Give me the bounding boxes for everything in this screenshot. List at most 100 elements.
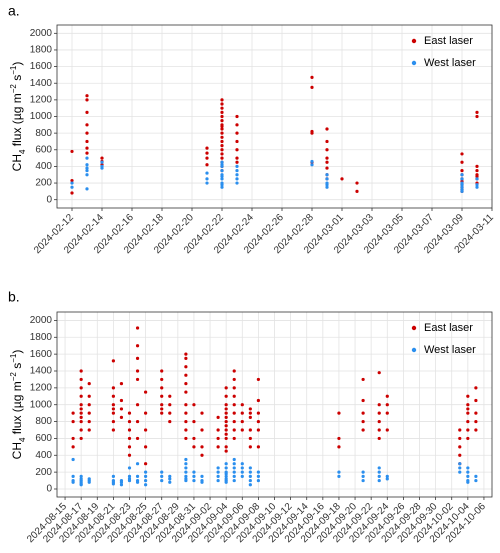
data-point bbox=[474, 411, 478, 415]
y-tick-label: 800 bbox=[35, 416, 52, 427]
y-tick-label: 200 bbox=[35, 467, 52, 478]
data-point bbox=[184, 474, 188, 478]
data-point bbox=[111, 411, 115, 415]
data-point bbox=[144, 483, 148, 487]
data-point bbox=[377, 419, 381, 424]
data-point bbox=[85, 98, 89, 102]
data-point bbox=[168, 394, 172, 398]
data-point bbox=[256, 377, 260, 382]
data-point bbox=[248, 415, 252, 419]
data-point bbox=[71, 457, 75, 462]
data-point bbox=[232, 369, 236, 373]
data-point bbox=[361, 474, 365, 478]
data-point bbox=[192, 403, 196, 407]
data-point bbox=[184, 403, 188, 407]
data-point bbox=[168, 411, 172, 415]
legend-label: West laser bbox=[424, 344, 476, 356]
data-point bbox=[216, 415, 220, 419]
data-point bbox=[385, 428, 389, 432]
data-point bbox=[224, 415, 228, 419]
data-point bbox=[325, 139, 329, 144]
plot-border bbox=[56, 311, 493, 498]
data-point bbox=[79, 386, 83, 390]
data-point bbox=[224, 386, 228, 390]
data-point bbox=[85, 146, 89, 150]
data-point bbox=[325, 185, 329, 189]
data-point bbox=[460, 160, 464, 164]
data-point bbox=[224, 449, 228, 453]
data-point bbox=[466, 419, 470, 424]
data-point bbox=[70, 178, 74, 183]
data-point bbox=[248, 436, 252, 441]
data-point bbox=[184, 352, 188, 356]
data-point bbox=[235, 114, 239, 119]
y-tick-label: 1400 bbox=[30, 78, 53, 89]
data-point bbox=[79, 377, 83, 382]
data-point bbox=[224, 445, 228, 449]
data-point bbox=[458, 466, 462, 470]
data-point bbox=[79, 411, 83, 415]
data-point bbox=[232, 394, 236, 398]
data-point bbox=[325, 127, 329, 131]
y-axis-label-part: −2 bbox=[9, 372, 18, 382]
data-point bbox=[377, 403, 381, 407]
data-point bbox=[220, 110, 224, 114]
data-point bbox=[458, 436, 462, 441]
data-point bbox=[144, 462, 148, 466]
data-point bbox=[79, 407, 83, 411]
data-point bbox=[184, 428, 188, 432]
data-point bbox=[216, 436, 220, 441]
data-point bbox=[475, 183, 479, 187]
data-point bbox=[160, 377, 164, 382]
data-point bbox=[184, 470, 188, 474]
data-point bbox=[385, 403, 389, 407]
data-point bbox=[458, 453, 462, 457]
data-point bbox=[79, 436, 83, 441]
data-point bbox=[232, 377, 236, 382]
data-point bbox=[135, 403, 140, 407]
data-point bbox=[216, 474, 220, 478]
data-point bbox=[466, 428, 470, 432]
data-point bbox=[361, 377, 365, 382]
data-point bbox=[377, 428, 381, 432]
data-point bbox=[85, 151, 89, 155]
data-point bbox=[361, 470, 365, 474]
data-point bbox=[235, 148, 239, 152]
data-point bbox=[220, 144, 224, 148]
data-point bbox=[361, 419, 365, 424]
data-point bbox=[232, 436, 236, 441]
data-point bbox=[216, 428, 220, 432]
data-point bbox=[184, 365, 188, 369]
data-point bbox=[377, 411, 381, 415]
data-point bbox=[127, 428, 132, 432]
y-axis-label-part: flux (µg m bbox=[10, 93, 24, 149]
data-point bbox=[310, 75, 314, 80]
data-point bbox=[144, 470, 148, 474]
data-point bbox=[235, 177, 239, 181]
data-point bbox=[184, 466, 188, 470]
data-point bbox=[220, 177, 224, 181]
y-tick-label: 600 bbox=[35, 433, 52, 444]
y-tick-label: 400 bbox=[35, 450, 52, 461]
data-point bbox=[79, 394, 83, 398]
data-point bbox=[220, 156, 224, 160]
data-point bbox=[385, 477, 389, 481]
data-point bbox=[85, 110, 89, 114]
data-point bbox=[460, 168, 464, 173]
data-point bbox=[127, 474, 132, 478]
data-point bbox=[87, 419, 91, 424]
data-point bbox=[184, 436, 188, 441]
data-point bbox=[377, 474, 381, 478]
data-point bbox=[337, 436, 341, 441]
data-point bbox=[235, 164, 239, 169]
data-point bbox=[240, 428, 244, 432]
y-axis-label: CH4 flux (µg m−2 s−1) bbox=[9, 62, 27, 172]
data-point bbox=[466, 403, 470, 407]
data-point bbox=[127, 453, 132, 457]
y-axis-label-part: flux (µg m bbox=[10, 381, 24, 437]
data-point bbox=[160, 478, 164, 483]
data-point bbox=[127, 411, 132, 415]
data-point bbox=[192, 419, 196, 424]
y-axis-label-part: −1 bbox=[9, 353, 18, 363]
data-point bbox=[460, 173, 464, 177]
